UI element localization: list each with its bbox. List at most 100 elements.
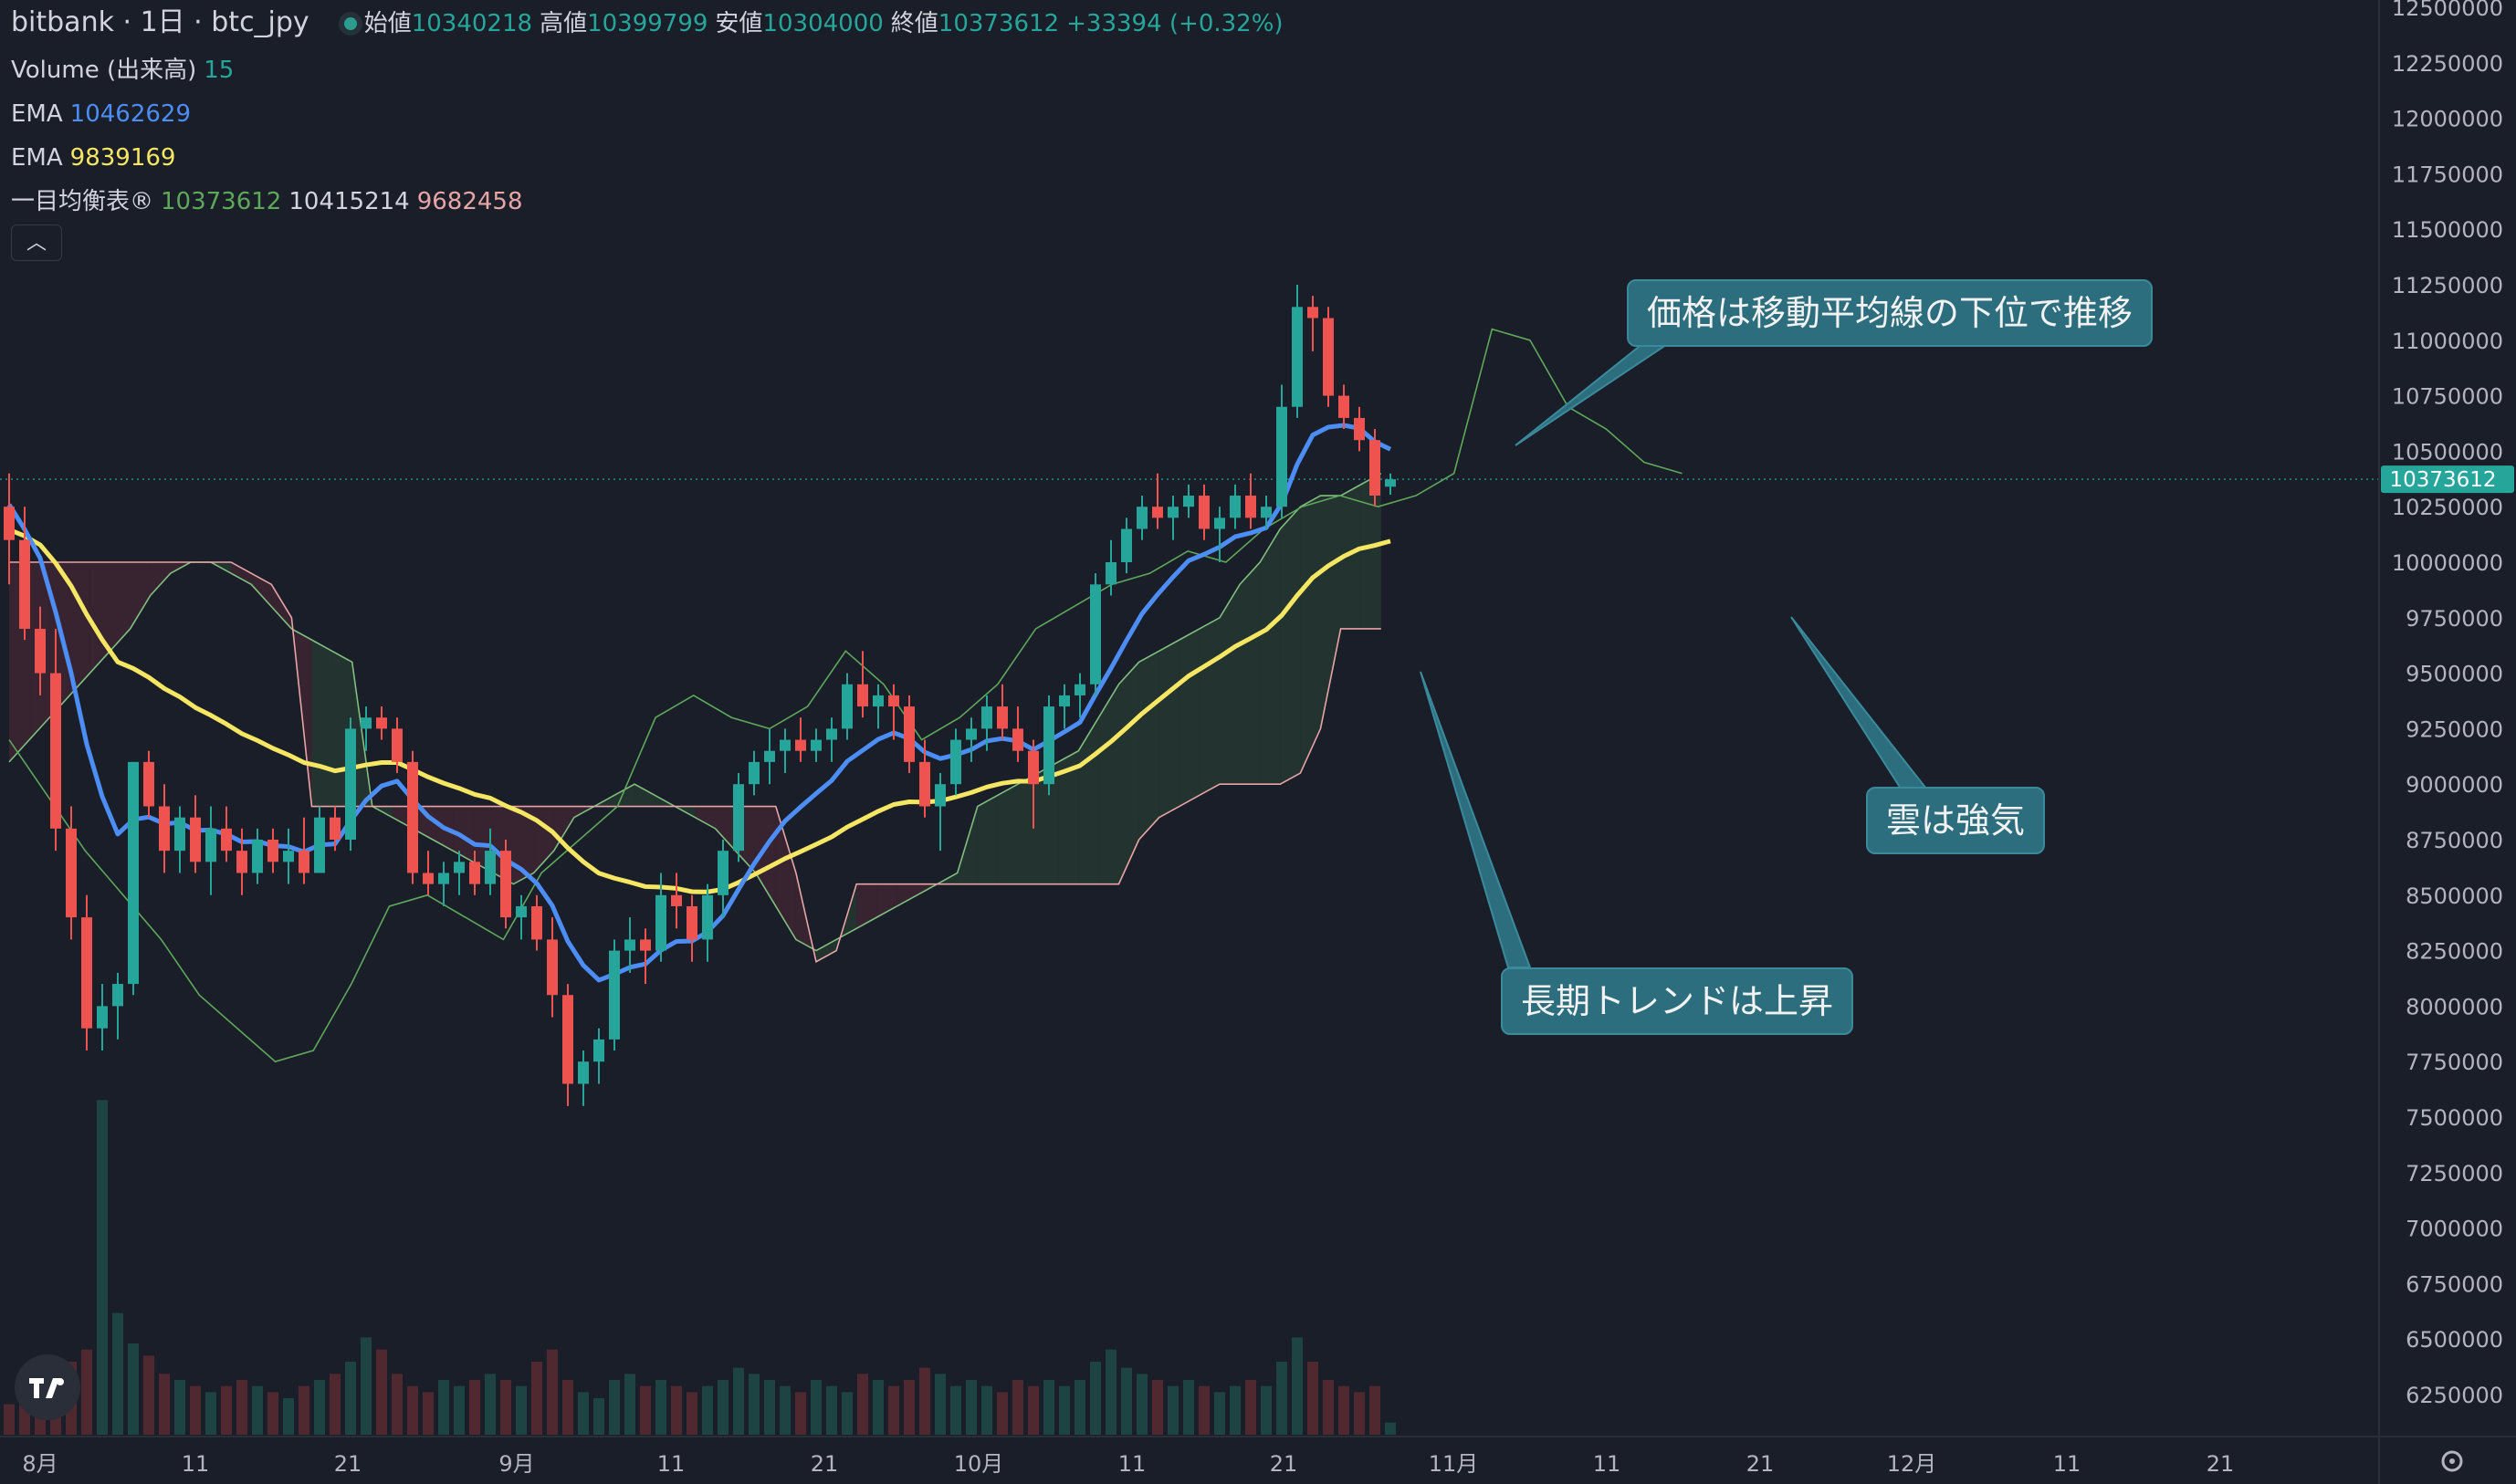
volume-bar	[1230, 1385, 1241, 1435]
candle	[624, 917, 635, 973]
volume-bar	[593, 1398, 604, 1435]
candle	[904, 695, 915, 774]
time-tick-label: 11	[182, 1451, 210, 1477]
candle-body	[733, 784, 744, 852]
cloud-segment	[1240, 562, 1261, 785]
ema-fast-legend[interactable]: EMA 10462629	[11, 100, 198, 128]
candle	[1152, 473, 1163, 529]
candle	[485, 828, 496, 895]
candle-body	[687, 905, 697, 940]
volume-bar	[221, 1385, 232, 1435]
volume-bar	[205, 1392, 216, 1435]
candle-body	[1323, 318, 1334, 396]
volume-bar	[500, 1380, 511, 1435]
candle	[345, 717, 356, 852]
candle-body	[842, 684, 853, 729]
candle-body	[655, 894, 666, 951]
candle-body	[35, 628, 46, 674]
tradingview-logo-icon[interactable]	[15, 1354, 80, 1420]
price-tick-label: 8500000	[2406, 883, 2503, 909]
collapse-legend-button[interactable]: ︿	[11, 225, 62, 261]
ema-slow-legend[interactable]: EMA 9839169	[11, 144, 183, 172]
volume-bar	[780, 1385, 791, 1435]
candle-body	[857, 684, 868, 707]
candle-body	[345, 728, 356, 840]
cloud-segment	[1340, 484, 1361, 629]
candle	[578, 1050, 589, 1106]
volume-bar	[842, 1392, 853, 1435]
callout-price-below-ma[interactable]: 価格は移動平均線の下位で推移	[1627, 279, 2154, 347]
candle	[749, 750, 760, 796]
cloud-segment	[311, 640, 332, 807]
ema-fast-value: 10462629	[69, 100, 191, 128]
candle-body	[702, 894, 713, 940]
candle-body	[1276, 406, 1287, 507]
candle	[1307, 296, 1318, 351]
symbol-title[interactable]: bitbank · 1日 · btc_jpy	[11, 6, 309, 38]
time-tick-label: 11月	[1429, 1451, 1479, 1477]
volume-legend[interactable]: Volume (出来高) 15	[11, 57, 241, 84]
volume-bar	[1214, 1392, 1225, 1435]
candle-body	[609, 950, 620, 1040]
volume-bar	[423, 1392, 434, 1435]
volume-bar	[578, 1392, 589, 1435]
candle-body	[159, 806, 170, 852]
volume-bar	[935, 1374, 946, 1435]
volume-bar	[764, 1380, 775, 1435]
volume-bar	[1075, 1380, 1085, 1435]
candle	[438, 862, 449, 906]
candle	[842, 673, 853, 740]
candle	[205, 806, 216, 895]
candle	[407, 750, 418, 884]
volume-bar	[516, 1385, 527, 1435]
close-label: 終値	[890, 10, 938, 37]
cloud-segment	[1038, 761, 1059, 884]
volume-bar	[873, 1380, 884, 1435]
price-tick-label: 6250000	[2406, 1383, 2503, 1408]
candle	[655, 873, 666, 962]
candle-body	[547, 939, 558, 996]
candle-body	[376, 717, 387, 729]
candle	[888, 684, 899, 740]
callout-pointer-cloud	[1790, 616, 1929, 789]
candle	[66, 806, 77, 940]
price-tick-label: 11750000	[2392, 162, 2503, 187]
cloud-segment	[533, 806, 554, 873]
leading-span-a	[8, 473, 1382, 952]
candle	[935, 773, 946, 852]
volume-bar	[609, 1380, 620, 1435]
ema-slow-line	[8, 527, 1391, 894]
callout-cloud-bullish[interactable]: 雲は強気	[1866, 787, 2046, 854]
volume-bar	[562, 1380, 573, 1435]
volume-bars	[4, 1100, 1396, 1435]
candle-body	[1261, 507, 1272, 518]
candle-body	[873, 695, 884, 707]
volume-bar	[1043, 1380, 1054, 1435]
volume-bar	[174, 1380, 185, 1435]
candle	[469, 851, 480, 895]
price-tick-label: 9750000	[2406, 606, 2503, 632]
candle-body	[826, 728, 837, 740]
candle-body	[1214, 517, 1225, 529]
candle-body	[749, 761, 760, 785]
ichimoku-legend[interactable]: 一目均衡表® 10373612 10415214 9682458	[11, 188, 530, 215]
volume-bar	[283, 1398, 294, 1435]
price-tick-label: 10500000	[2392, 439, 2503, 465]
candle-body	[1354, 417, 1365, 441]
candle	[671, 873, 682, 929]
volume-bar	[966, 1380, 977, 1435]
time-tick-label: 21	[1270, 1451, 1298, 1477]
ema-fast-line	[6, 423, 1392, 983]
candle	[1137, 496, 1148, 540]
candle	[361, 706, 372, 751]
candle-body	[314, 817, 325, 873]
candle-body	[1369, 440, 1380, 496]
candle-body	[795, 739, 806, 751]
candle-body	[593, 1039, 604, 1062]
price-tick-label: 7750000	[2406, 1050, 2503, 1075]
candle	[1385, 473, 1396, 496]
callout-long-trend[interactable]: 長期トレンドは上昇	[1501, 967, 1854, 1035]
candle	[687, 894, 697, 962]
candle-body	[361, 717, 372, 729]
